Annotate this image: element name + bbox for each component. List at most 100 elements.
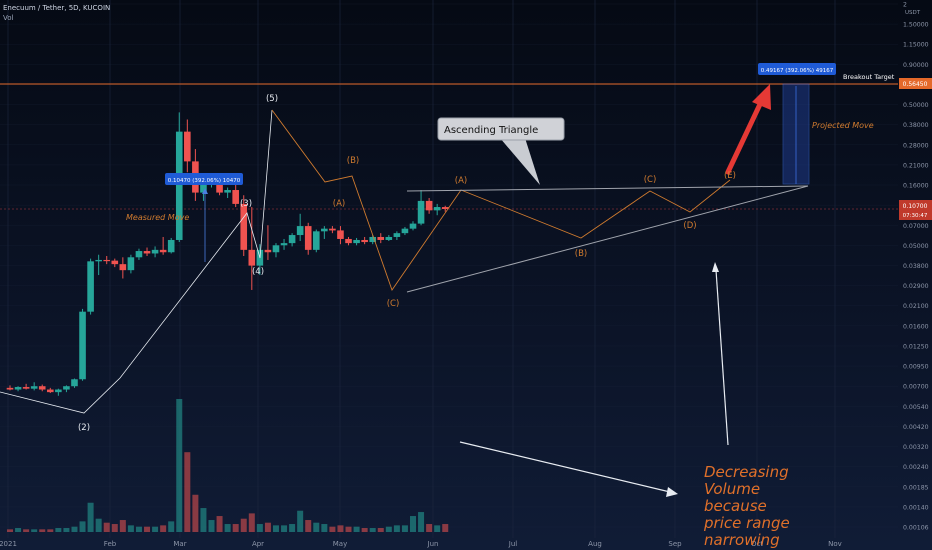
price-tick-0: 2 — [903, 2, 907, 9]
price-unit: USDT — [905, 10, 921, 16]
wave-label-11: (E) — [724, 171, 736, 181]
price-tick-11: 0.07000 — [903, 223, 929, 230]
volume-bar-54 — [442, 524, 449, 532]
volume-bar-30 — [248, 513, 255, 532]
volume-bar-16 — [135, 526, 142, 532]
candle-body-43 — [353, 239, 360, 244]
volume-bar-29 — [240, 518, 247, 532]
time-tick-9: Oct — [751, 540, 763, 548]
price-tick-26: 0.00106 — [903, 525, 929, 532]
price-tick-23: 0.00240 — [903, 464, 929, 471]
measured-badge: 0.10470 (392.06%) 10470 — [168, 178, 241, 184]
volume-bar-38 — [313, 522, 320, 532]
wave-label-6: (C) — [387, 299, 400, 309]
price-tick-25: 0.00140 — [903, 504, 929, 511]
candle-body-44 — [361, 239, 368, 243]
candle-body-10 — [87, 261, 94, 312]
volume-bar-14 — [119, 520, 126, 532]
candle-body-46 — [377, 236, 385, 240]
time-tick-10: Nov — [828, 540, 842, 548]
target-badge: 0.49167 (392.06%) 49167 — [761, 68, 834, 74]
candle-body-34 — [280, 243, 288, 246]
measured-move-arrowhead — [202, 188, 208, 194]
volume-bar-44 — [361, 528, 368, 532]
time-tick-3: Apr — [252, 540, 264, 548]
candle-body-27 — [224, 190, 231, 193]
candle-body-32 — [264, 249, 272, 253]
volume-note-line-2: Volume because — [704, 480, 767, 515]
price-tick-1: 1.50000 — [903, 22, 929, 29]
candle-body-12 — [103, 259, 111, 262]
time-tick-1: Feb — [104, 540, 117, 548]
volume-bar-0 — [7, 529, 13, 532]
wave-label-3: (5) — [266, 94, 278, 104]
projected-move-label: Projected Move — [812, 121, 874, 130]
candle-body-36 — [296, 226, 304, 236]
volume-bar-6 — [55, 528, 62, 532]
price-tick-12: 0.05000 — [903, 243, 929, 250]
wave-label-1: (3) — [240, 199, 252, 209]
target-price-badge: 0.56450 — [903, 81, 928, 88]
candle-body-19 — [159, 249, 167, 253]
wave-label-7: (A) — [455, 176, 467, 186]
volume-bar-12 — [103, 522, 110, 532]
wave-label-9: (C) — [644, 175, 657, 185]
volume-bar-17 — [144, 526, 151, 532]
volume-bar-8 — [71, 526, 78, 532]
volume-bar-32 — [264, 522, 271, 532]
price-tick-13: 0.03800 — [903, 263, 929, 270]
candle-body-21 — [175, 131, 183, 240]
wave-label-2: (4) — [252, 267, 264, 277]
volume-bar-35 — [289, 524, 296, 532]
wave-label-8: (B) — [575, 249, 587, 259]
price-tick-19: 0.00700 — [903, 384, 929, 391]
volume-bar-37 — [305, 520, 312, 532]
price-tick-18: 0.00950 — [903, 364, 929, 371]
price-tick-17: 0.01250 — [903, 343, 929, 350]
time-tick-5: Jun — [427, 540, 439, 548]
time-tick-0: 2021 — [0, 540, 17, 548]
volume-note: Decreasing Volume because price range na… — [704, 464, 824, 549]
volume-bar-46 — [377, 528, 384, 532]
candle-body-29 — [240, 203, 248, 250]
time-tick-6: Jul — [508, 540, 518, 548]
volume-bar-26 — [216, 516, 223, 532]
volume-bar-40 — [329, 526, 336, 532]
wave-label-0: (2) — [78, 423, 90, 433]
price-tick-21: 0.00420 — [903, 424, 929, 431]
candle-body-41 — [337, 230, 344, 239]
volume-bar-19 — [160, 525, 167, 532]
triangle-callout-pointer — [500, 138, 540, 185]
volume-bar-43 — [353, 526, 360, 532]
volume-bar-21 — [176, 399, 183, 532]
candle-body-37 — [304, 226, 312, 250]
candle-body-7 — [63, 386, 70, 390]
volume-bar-20 — [168, 521, 175, 532]
volume-bar-48 — [393, 525, 400, 532]
volume-bar-10 — [87, 502, 94, 532]
triangle-upper-line — [406, 185, 809, 192]
volume-note-line-4: narrowing — [704, 531, 780, 549]
candle-body-51 — [417, 200, 425, 224]
volume-bar-39 — [321, 524, 328, 532]
volume-note-line-3: price range — [704, 514, 790, 532]
candle-body-18 — [151, 249, 159, 254]
candle-body-26 — [216, 180, 223, 193]
impulse-wave-line — [0, 109, 273, 414]
current-price-badge-bg — [899, 200, 932, 220]
candle-body-16 — [135, 251, 143, 258]
price-tick-15: 0.02100 — [903, 303, 929, 310]
volume-bar-41 — [337, 525, 344, 532]
price-tick-5: 0.50000 — [903, 102, 929, 109]
volume-note-line-1: Decreasing — [704, 463, 789, 481]
breakout-arrow-head — [752, 84, 771, 110]
candle-body-5 — [47, 389, 54, 393]
candle-body-13 — [111, 260, 119, 265]
volume-bar-1 — [15, 528, 22, 532]
volume-bar-5 — [47, 529, 54, 532]
candle-body-17 — [143, 251, 151, 254]
volume-arrow-up-head — [712, 262, 719, 272]
volume-bar-52 — [426, 524, 433, 532]
